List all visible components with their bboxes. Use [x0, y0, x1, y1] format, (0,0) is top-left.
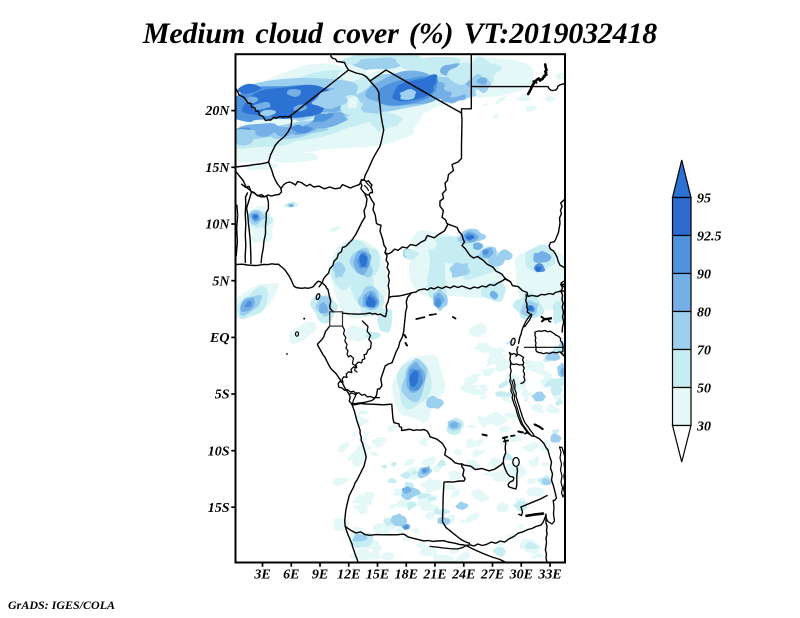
svg-text:50: 50 [697, 381, 711, 396]
svg-text:30E: 30E [509, 568, 533, 583]
svg-text:12E: 12E [337, 568, 360, 583]
svg-text:3E: 3E [253, 568, 270, 583]
svg-text:90: 90 [697, 267, 711, 282]
svg-text:15S: 15S [208, 501, 230, 516]
svg-text:33E: 33E [537, 568, 561, 583]
svg-text:10S: 10S [208, 444, 230, 459]
svg-text:EQ: EQ [209, 331, 229, 346]
svg-text:70: 70 [697, 343, 711, 358]
svg-text:10N: 10N [205, 218, 230, 233]
svg-text:30: 30 [696, 419, 711, 434]
svg-text:5N: 5N [212, 274, 230, 289]
svg-text:15E: 15E [366, 568, 389, 583]
svg-text:18E: 18E [395, 568, 418, 583]
svg-text:9E: 9E [312, 568, 328, 583]
svg-text:24E: 24E [451, 568, 475, 583]
svg-text:6E: 6E [283, 568, 299, 583]
svg-text:80: 80 [697, 305, 711, 320]
svg-text:15N: 15N [205, 161, 230, 176]
svg-text:5S: 5S [215, 388, 230, 403]
svg-text:27E: 27E [480, 568, 504, 583]
svg-text:92.5: 92.5 [697, 229, 722, 244]
svg-text:20N: 20N [204, 104, 230, 119]
svg-text:Medium cloud cover (%) VT:2019: Medium cloud cover (%) VT:2019032418 [142, 17, 657, 50]
svg-text:95: 95 [697, 191, 711, 206]
svg-text:GrADS: IGES/COLA: GrADS: IGES/COLA [8, 598, 115, 612]
svg-text:21E: 21E [422, 568, 446, 583]
